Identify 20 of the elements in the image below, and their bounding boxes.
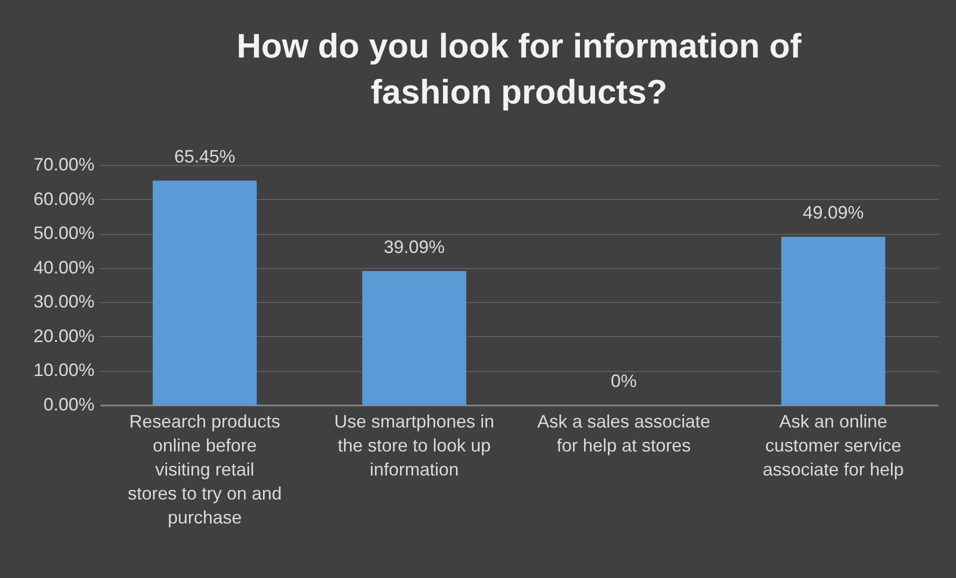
x-tick-label: Research products online before visiting retail stores to try on and purchase <box>128 412 282 528</box>
y-tick-label: 70.00% <box>33 154 94 174</box>
bar <box>152 180 257 405</box>
y-tick-label: 40.00% <box>33 257 94 278</box>
chart-title: How do you look for information of fashion products? <box>236 28 802 112</box>
y-tick-label: 50.00% <box>33 223 94 244</box>
bar <box>362 270 466 405</box>
y-tick-label: 30.00% <box>33 292 94 312</box>
bar <box>781 236 886 405</box>
data-label: 65.45% <box>174 146 236 167</box>
y-tick-label: 10.00% <box>33 360 94 380</box>
x-tick-label: Ask a sales associate for help at stores <box>537 412 710 456</box>
x-tick-label: Ask an online customer service associate for help <box>762 412 904 480</box>
data-label: 49.09% <box>802 202 864 223</box>
data-label: 0% <box>610 371 637 391</box>
data-label: 39.09% <box>384 236 445 257</box>
x-tick-label: Use smartphones in the store to look up information <box>334 412 494 480</box>
y-tick-label: 20.00% <box>33 326 94 346</box>
y-tick-label: 0.00% <box>43 394 94 414</box>
y-tick-label: 60.00% <box>33 188 94 209</box>
